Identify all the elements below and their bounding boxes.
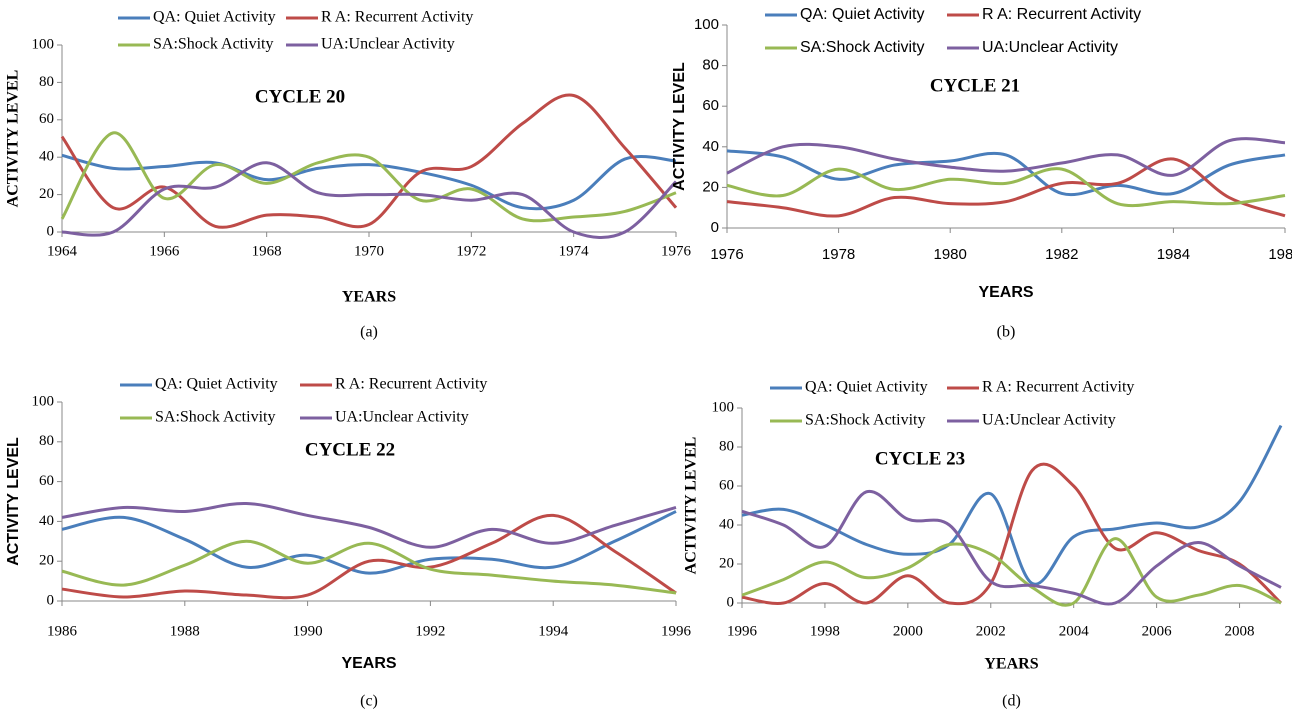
y-tick-label: 40 <box>719 516 734 532</box>
y-tick-label: 20 <box>702 178 719 195</box>
x-tick-label: 1988 <box>170 623 200 639</box>
x-axis-label: YEARS <box>342 289 396 306</box>
legend-label: R A: Recurrent Activity <box>335 376 487 393</box>
y-tick-label: 20 <box>719 555 734 571</box>
legend-label: UA:Unclear Activity <box>982 412 1116 429</box>
y-tick-label: 60 <box>39 111 54 127</box>
x-tick-label: 2000 <box>893 623 923 639</box>
x-tick-label: 1986 <box>47 623 78 639</box>
legend-label: R A: Recurrent Activity <box>982 6 1141 23</box>
series-line <box>726 149 1286 197</box>
legend-label: QA: Quiet Activity <box>800 6 924 23</box>
y-tick-label: 100 <box>32 36 55 52</box>
series-line <box>726 157 1286 218</box>
legend-label: R A: Recurrent Activity <box>982 379 1134 396</box>
y-tick-label: 80 <box>702 57 719 74</box>
caption: (a) <box>360 324 378 341</box>
chart-title: CYCLE 21 <box>930 75 1020 96</box>
legend-label: SA:Shock Activity <box>155 409 275 426</box>
series-line <box>741 489 1282 606</box>
legend-label: QA: Quiet Activity <box>153 9 276 26</box>
x-tick-label: 1976 <box>710 246 743 263</box>
series-line <box>726 137 1286 177</box>
series-line <box>726 167 1286 208</box>
series-line <box>61 161 678 239</box>
y-tick-label: 0 <box>47 223 55 239</box>
y-tick-label: 100 <box>694 16 719 33</box>
x-tick-label: 1966 <box>149 243 180 259</box>
chart-title: CYCLE 20 <box>255 86 345 107</box>
x-tick-label: 1996 <box>661 623 692 639</box>
legend-label: QA: Quiet Activity <box>805 379 928 396</box>
x-axis-label: YEARS <box>984 656 1038 673</box>
x-tick-label: 1996 <box>727 623 758 639</box>
y-tick-label: 0 <box>711 219 719 236</box>
chart-title: CYCLE 22 <box>305 439 395 460</box>
y-axis-label: ACTIVITY LEVEL <box>671 62 688 191</box>
y-tick-label: 60 <box>39 473 54 489</box>
x-axis-label: YEARS <box>978 284 1033 301</box>
series-line <box>61 510 677 575</box>
x-tick-label: 1972 <box>456 243 486 259</box>
series-line <box>61 153 677 211</box>
y-tick-label: 20 <box>39 553 54 569</box>
x-tick-label: 1998 <box>810 623 840 639</box>
x-tick-label: 1990 <box>293 623 323 639</box>
y-axis-label: ACTIVITY LEVEL <box>5 437 22 566</box>
x-tick-label: 1984 <box>1157 246 1190 263</box>
x-tick-label: 1970 <box>354 243 384 259</box>
legend-label: SA:Shock Activity <box>800 39 925 56</box>
x-axis-label: YEARS <box>341 655 396 672</box>
x-tick-label: 1992 <box>415 623 445 639</box>
series-line <box>60 93 678 229</box>
x-tick-label: 2006 <box>1142 623 1173 639</box>
series-line <box>61 501 677 549</box>
legend-label: UA:Unclear Activity <box>982 39 1118 56</box>
series-line <box>741 424 1283 586</box>
caption: (b) <box>997 324 1016 341</box>
series-line <box>741 537 1282 607</box>
y-tick-label: 80 <box>39 74 54 90</box>
legend-label: SA:Shock Activity <box>805 412 925 429</box>
x-tick-label: 2008 <box>1225 623 1255 639</box>
y-tick-label: 40 <box>39 149 54 165</box>
y-tick-label: 100 <box>32 393 55 409</box>
y-axis-label: ACTIVITY LEVEL <box>5 70 22 208</box>
y-tick-label: 40 <box>702 138 719 155</box>
legend-label: R A: Recurrent Activity <box>321 9 473 26</box>
y-tick-label: 80 <box>39 433 54 449</box>
series-line <box>60 131 677 223</box>
series-line <box>61 539 677 595</box>
x-tick-label: 2004 <box>1059 623 1090 639</box>
series-line <box>741 462 1283 606</box>
legend-label: SA:Shock Activity <box>153 36 273 53</box>
y-tick-label: 60 <box>702 97 719 114</box>
y-tick-label: 0 <box>727 594 735 610</box>
y-tick-label: 40 <box>39 513 54 529</box>
caption: (d) <box>1002 693 1021 710</box>
x-tick-label: 1982 <box>1045 246 1078 263</box>
x-tick-label: 1976 <box>661 243 692 259</box>
y-tick-label: 60 <box>719 477 734 493</box>
x-tick-label: 1968 <box>252 243 282 259</box>
legend-label: QA: Quiet Activity <box>155 376 278 393</box>
y-tick-label: 100 <box>712 399 735 415</box>
caption: (c) <box>360 693 378 710</box>
legend-label: UA:Unclear Activity <box>335 409 469 426</box>
y-tick-label: 0 <box>47 592 55 608</box>
x-tick-label: 1974 <box>559 243 590 259</box>
x-tick-label: 1980 <box>934 246 967 263</box>
y-axis-label: ACTIVITY LEVEL <box>683 437 700 575</box>
x-tick-label: 1986 <box>1268 246 1292 263</box>
x-tick-label: 1964 <box>47 243 78 259</box>
x-tick-label: 1994 <box>538 623 569 639</box>
chart-title: CYCLE 23 <box>875 448 965 469</box>
y-tick-label: 80 <box>719 438 734 454</box>
legend-label: UA:Unclear Activity <box>321 36 455 53</box>
x-tick-label: 1978 <box>822 246 855 263</box>
x-tick-label: 2002 <box>976 623 1006 639</box>
y-tick-label: 20 <box>39 186 54 202</box>
series-line <box>61 513 677 600</box>
